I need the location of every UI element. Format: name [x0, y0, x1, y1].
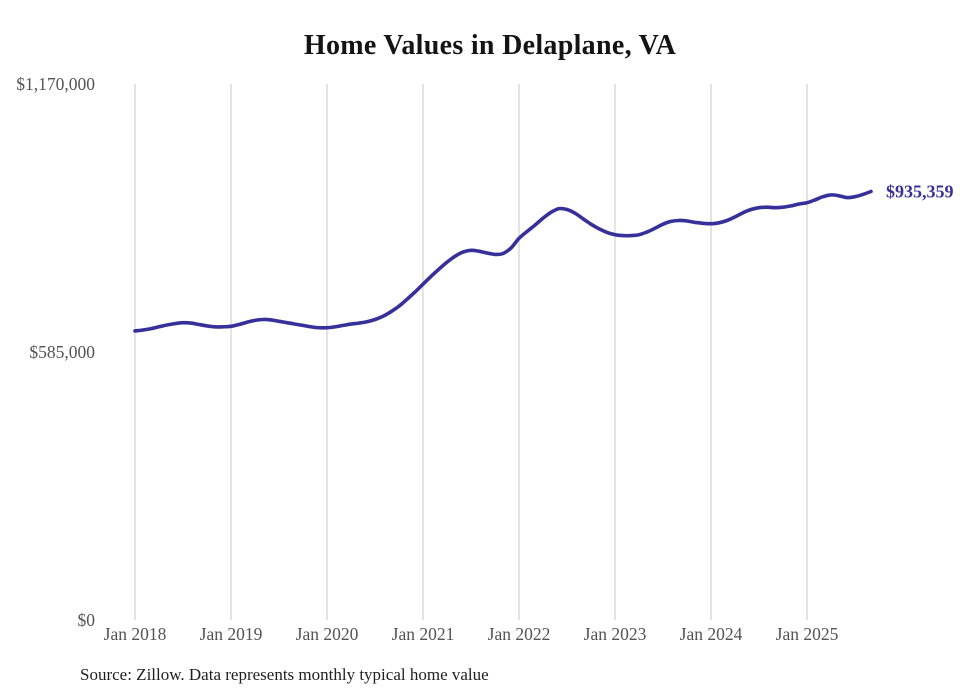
x-axis-label: Jan 2023 — [584, 624, 647, 644]
x-axis-label: Jan 2021 — [392, 624, 455, 644]
y-axis-label: $0 — [78, 610, 96, 630]
x-axis-label: Jan 2018 — [104, 624, 167, 644]
latest-value-label: $935,359 — [886, 181, 954, 201]
home-value-line — [133, 189, 873, 333]
x-axis-label: Jan 2022 — [488, 624, 551, 644]
x-axis-label: Jan 2025 — [776, 624, 839, 644]
y-axis-label: $585,000 — [29, 342, 95, 362]
x-axis-label: Jan 2024 — [680, 624, 743, 644]
chart-title: Home Values in Delaplane, VA — [303, 30, 677, 61]
x-axis-label: Jan 2019 — [200, 624, 263, 644]
x-axis-label: Jan 2020 — [296, 624, 359, 644]
source-note: Source: Zillow. Data represents monthly … — [80, 665, 489, 684]
y-axis-label: $1,170,000 — [16, 74, 95, 94]
